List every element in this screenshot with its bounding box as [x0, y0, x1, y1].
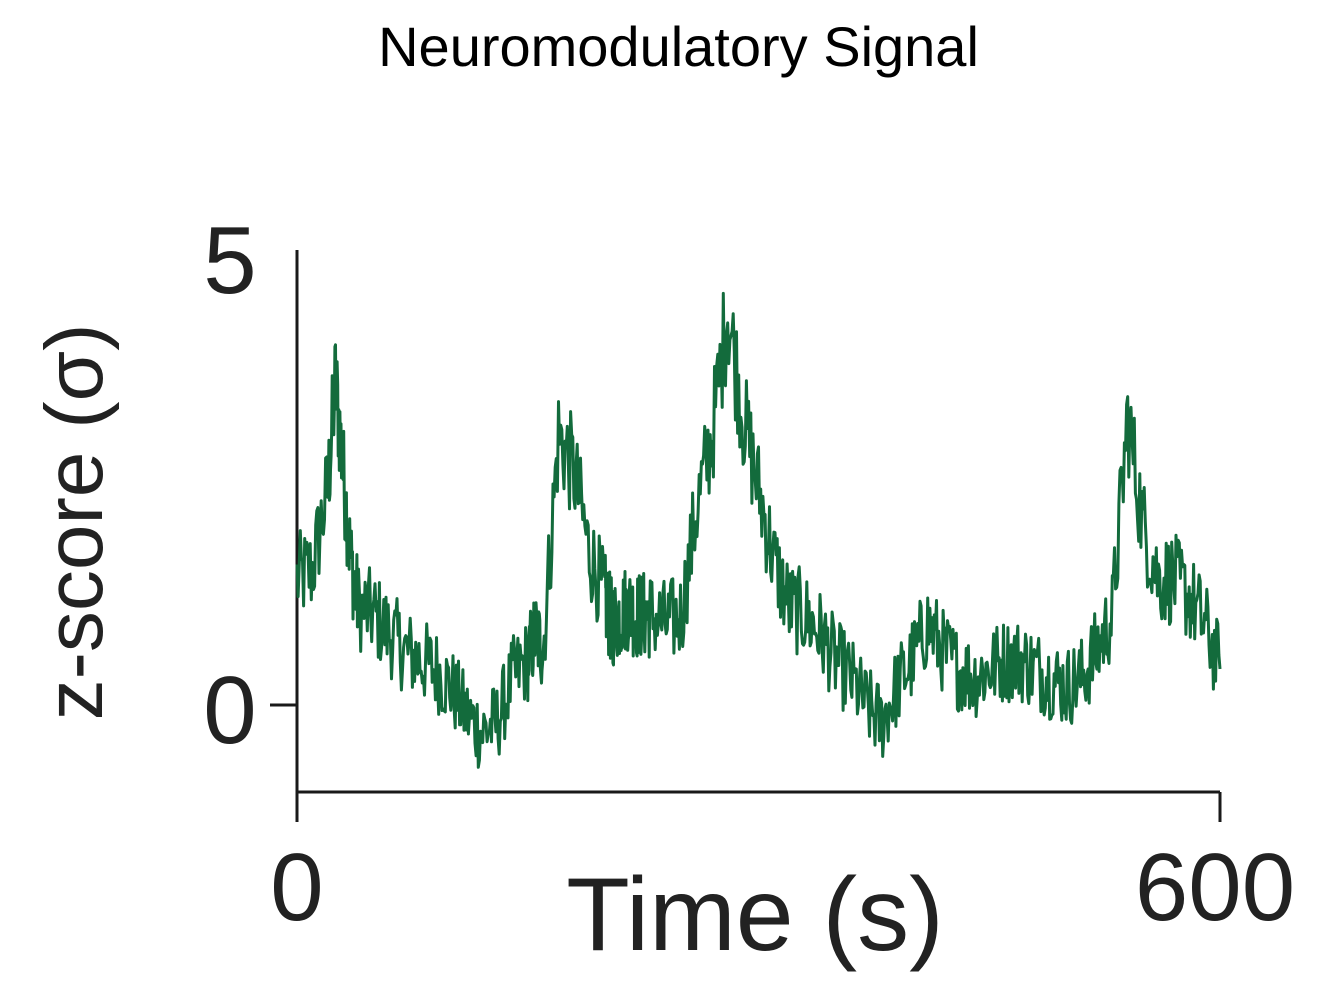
- series-line-0: [295, 291, 1222, 769]
- chart-title: Neuromodulatory Signal: [378, 15, 979, 78]
- y-tick-label-5: 5: [203, 207, 256, 314]
- x-tick-label-0: 0: [270, 834, 323, 941]
- x-axis-label: Time (s): [566, 857, 943, 973]
- data-series: [295, 291, 1222, 769]
- x-tick-label-600: 600: [1135, 834, 1295, 941]
- axes: [270, 250, 1222, 822]
- y-tick-label-0: 0: [203, 657, 256, 764]
- y-axis-label: z-score (σ): [29, 324, 120, 721]
- tick-labels: 5 0 0 600: [203, 207, 1295, 941]
